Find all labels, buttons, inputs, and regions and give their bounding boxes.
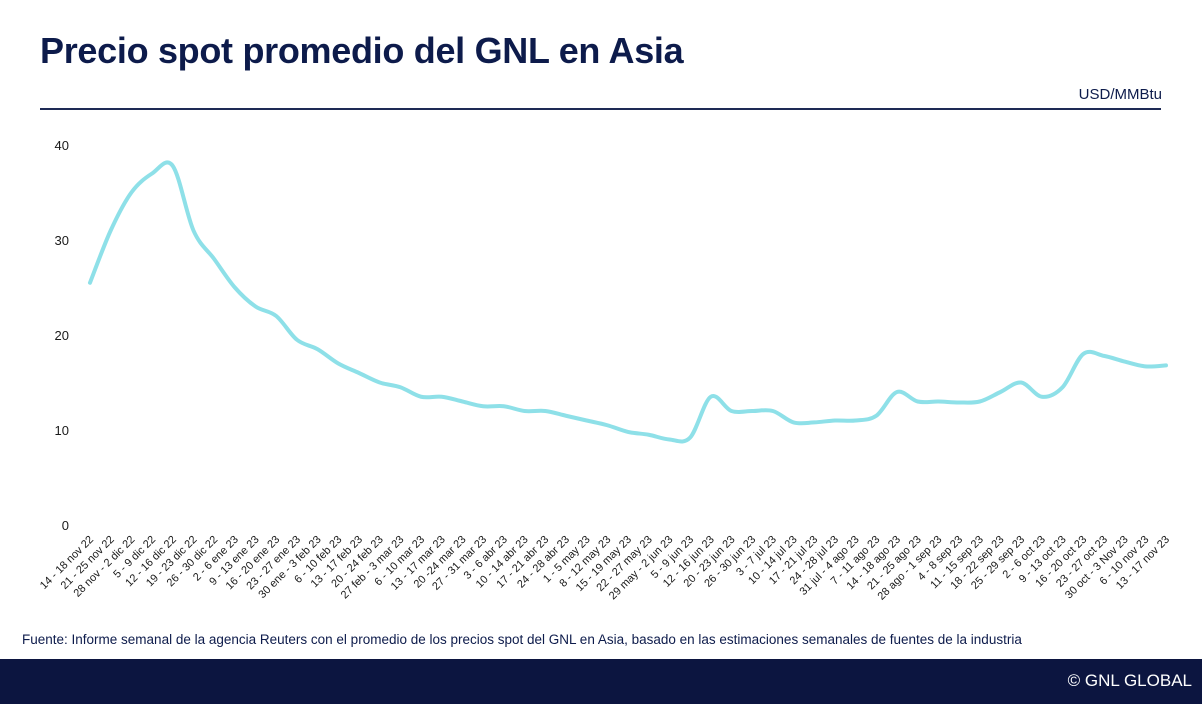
y-tick-label: 30 xyxy=(55,233,69,248)
source-note: Fuente: Informe semanal de la agencia Re… xyxy=(22,632,1022,647)
y-tick-label: 40 xyxy=(55,138,69,153)
copyright-label: © GNL GLOBAL xyxy=(1067,671,1192,690)
price-series xyxy=(88,160,1168,444)
title-divider xyxy=(40,108,1161,110)
price-line xyxy=(88,160,1168,444)
y-tick-label: 20 xyxy=(55,328,69,343)
chart-title: Precio spot promedio del GNL en Asia xyxy=(40,30,684,71)
y-tick-label: 0 xyxy=(62,518,69,533)
footer-bar: © GNL GLOBAL xyxy=(0,659,1202,704)
unit-label: USD/MMBtu xyxy=(1078,86,1162,103)
y-axis: 0 10 20 30 40 xyxy=(55,138,69,533)
y-tick-label: 10 xyxy=(55,423,69,438)
